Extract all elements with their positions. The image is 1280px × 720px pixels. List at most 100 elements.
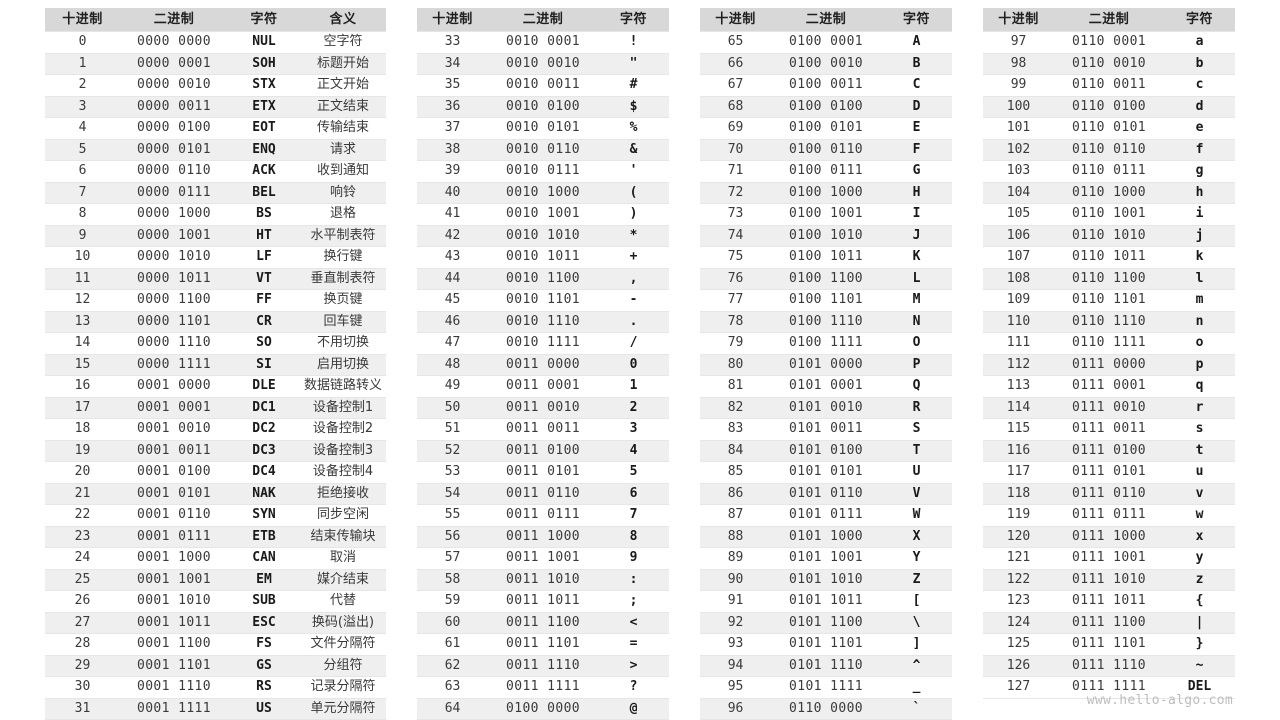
table-row: 49 0011 0001 1	[417, 375, 670, 397]
cell-binary: 0011 1001	[488, 547, 599, 569]
cell-decimal: 28	[45, 633, 120, 655]
cell-character: W	[881, 504, 953, 526]
cell-character: >	[598, 654, 670, 677]
cell-binary: 0000 1000	[120, 203, 228, 225]
cell-binary: 0110 0000	[771, 697, 882, 720]
cell-character: [	[881, 590, 953, 612]
cell-binary: 0101 1101	[771, 633, 882, 655]
table-row: 86 0101 0110 V	[700, 482, 953, 505]
cell-binary: 0000 1001	[120, 224, 228, 247]
cell-character: B	[881, 52, 953, 75]
cell-decimal: 10	[45, 246, 120, 268]
cell-binary: 0011 0010	[488, 396, 599, 419]
cell-meaning: 正文开始	[300, 74, 387, 96]
cell-binary: 0010 0001	[488, 31, 599, 53]
cell-character: %	[598, 117, 670, 139]
cell-decimal: 119	[983, 504, 1055, 526]
table-header-row: 十进制 二进制 字符	[983, 8, 1236, 32]
cell-decimal: 84	[700, 439, 772, 462]
cell-decimal: 67	[700, 74, 772, 96]
cell-decimal: 41	[417, 203, 489, 225]
cell-decimal: 87	[700, 504, 772, 526]
cell-decimal: 75	[700, 246, 772, 268]
cell-decimal: 1	[45, 52, 120, 75]
table-row: 115 0111 0011 s	[983, 418, 1236, 440]
table-row: 96 0110 0000 `	[700, 697, 953, 720]
cell-decimal: 114	[983, 396, 1055, 419]
cell-decimal: 46	[417, 310, 489, 333]
cell-character: P	[881, 353, 953, 376]
cell-decimal: 24	[45, 547, 120, 569]
table-row: 77 0100 1101 M	[700, 289, 953, 311]
cell-binary: 0011 1100	[488, 611, 599, 634]
cell-character: {	[1164, 590, 1236, 612]
cell-meaning: 标题开始	[300, 52, 387, 75]
cell-binary: 0101 1001	[771, 547, 882, 569]
cell-decimal: 62	[417, 654, 489, 677]
cell-character: CR	[228, 310, 300, 333]
table-row: 60 0011 1100 <	[417, 611, 670, 634]
cell-binary: 0111 0010	[1054, 396, 1165, 419]
cell-character: 7	[598, 504, 670, 526]
cell-binary: 0001 1001	[120, 568, 228, 591]
cell-meaning: 单元分隔符	[300, 697, 387, 720]
cell-binary: 0001 0100	[120, 461, 228, 483]
table-row: 47 0010 1111/	[417, 332, 670, 354]
cell-character: d	[1164, 95, 1236, 118]
cell-meaning: 取消	[300, 547, 387, 569]
table-row: 73 0100 1001 I	[700, 203, 953, 225]
table-row: 95 0101 1111 _	[700, 676, 953, 698]
cell-character: E	[881, 117, 953, 139]
cell-character: 1	[598, 375, 670, 397]
cell-decimal: 47	[417, 332, 489, 354]
cell-decimal: 27	[45, 611, 120, 634]
cell-binary: 0001 1111	[120, 697, 228, 720]
cell-binary: 0110 0011	[1054, 74, 1165, 96]
column-header: 二进制	[771, 8, 882, 32]
cell-binary: 0010 1001	[488, 203, 599, 225]
cell-decimal: 126	[983, 654, 1055, 677]
cell-decimal: 74	[700, 224, 772, 247]
table-header-row: 十进制 二进制 字符	[417, 8, 670, 32]
cell-character: ETX	[228, 95, 300, 118]
cell-meaning: 垂直制表符	[300, 267, 387, 290]
cell-character: U	[881, 461, 953, 483]
table-row: 6 0000 0110 ACK 收到通知	[45, 160, 387, 182]
table-row: 122 0111 1010 z	[983, 568, 1236, 591]
cell-character: 4	[598, 439, 670, 462]
table-row: 85 0101 0101 U	[700, 461, 953, 483]
cell-character: p	[1164, 353, 1236, 376]
cell-binary: 0101 0101	[771, 461, 882, 483]
table-row: 36 0010 0100 $	[417, 95, 670, 118]
cell-character: ]	[881, 633, 953, 655]
cell-meaning: 启用切换	[300, 353, 387, 376]
column-header: 十进制	[45, 8, 120, 32]
cell-decimal: 38	[417, 138, 489, 161]
cell-character: BS	[228, 203, 300, 225]
table-row: 12 0000 1100 FF 换页键	[45, 289, 387, 311]
cell-meaning: 分组符	[300, 654, 387, 677]
cell-binary: 0101 1110	[771, 654, 882, 677]
cell-binary: 0000 1110	[120, 332, 228, 354]
cell-decimal: 35	[417, 74, 489, 96]
cell-meaning: 同步空闲	[300, 504, 387, 526]
cell-binary: 0000 0100	[120, 117, 228, 139]
cell-binary: 0100 1000	[771, 181, 882, 204]
cell-binary: 0110 0001	[1054, 31, 1165, 53]
cell-character: CAN	[228, 547, 300, 569]
cell-decimal: 102	[983, 138, 1055, 161]
cell-binary: 0110 0010	[1054, 52, 1165, 75]
table-row: 104 0110 1000 h	[983, 181, 1236, 204]
cell-character: G	[881, 160, 953, 182]
cell-binary: 0111 0001	[1054, 375, 1165, 397]
table-row: 121 0111 1001 y	[983, 547, 1236, 569]
cell-character: j	[1164, 224, 1236, 247]
column-header: 字符	[1164, 8, 1236, 32]
table-row: 14 0000 1110 SO 不用切换	[45, 332, 387, 354]
table-row: 11 0000 1011 VT 垂直制表符	[45, 267, 387, 290]
cell-binary: 0110 1101	[1054, 289, 1165, 311]
cell-decimal: 64	[417, 697, 489, 720]
cell-character: 6	[598, 482, 670, 505]
cell-binary: 0110 1110	[1054, 310, 1165, 333]
